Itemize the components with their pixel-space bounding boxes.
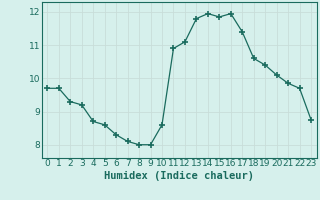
X-axis label: Humidex (Indice chaleur): Humidex (Indice chaleur) bbox=[104, 171, 254, 181]
